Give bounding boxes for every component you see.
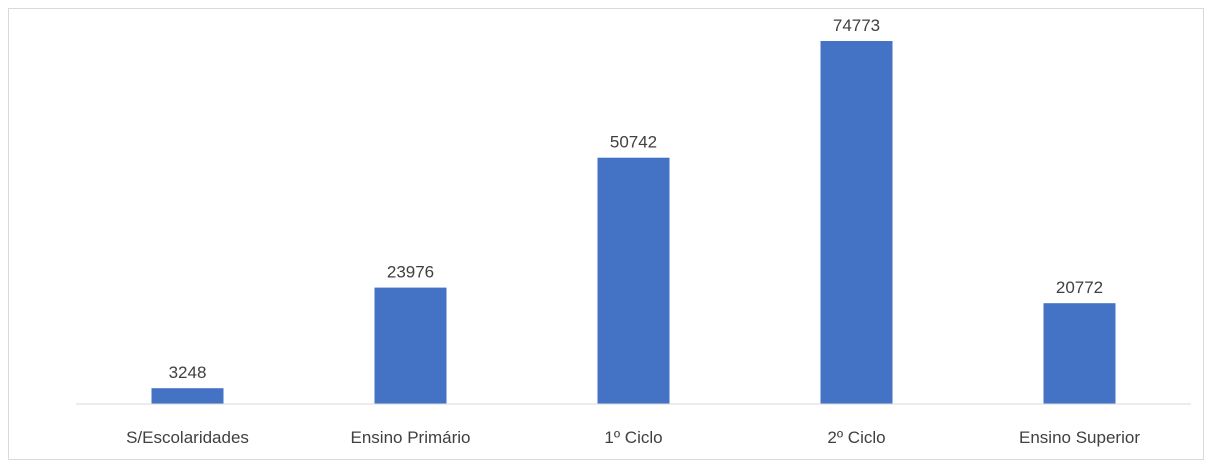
bar-3 [820,41,893,404]
data-label-1: 23976 [387,263,434,282]
x-tick-labels-group: S/Escolaridades Ensino Primário 1º Ciclo 2º… [126,428,1140,447]
bar-2 [597,157,670,404]
data-label-3: 74773 [833,16,880,35]
x-tick-label-0: S/Escolaridades [126,428,249,447]
data-labels-group: 3248 23976 50742 74773 20772 [169,16,1104,382]
x-tick-label-3: 2º Ciclo [827,428,885,447]
data-label-4: 20772 [1056,278,1103,297]
bar-1 [374,287,447,404]
data-label-0: 3248 [169,363,207,382]
bar-4 [1043,303,1116,404]
data-label-2: 50742 [610,133,657,152]
x-tick-label-2: 1º Ciclo [604,428,662,447]
x-tick-label-1: Ensino Primário [351,428,471,447]
bar-0 [151,388,224,404]
bars-group [151,41,1116,404]
x-tick-label-4: Ensino Superior [1019,428,1140,447]
